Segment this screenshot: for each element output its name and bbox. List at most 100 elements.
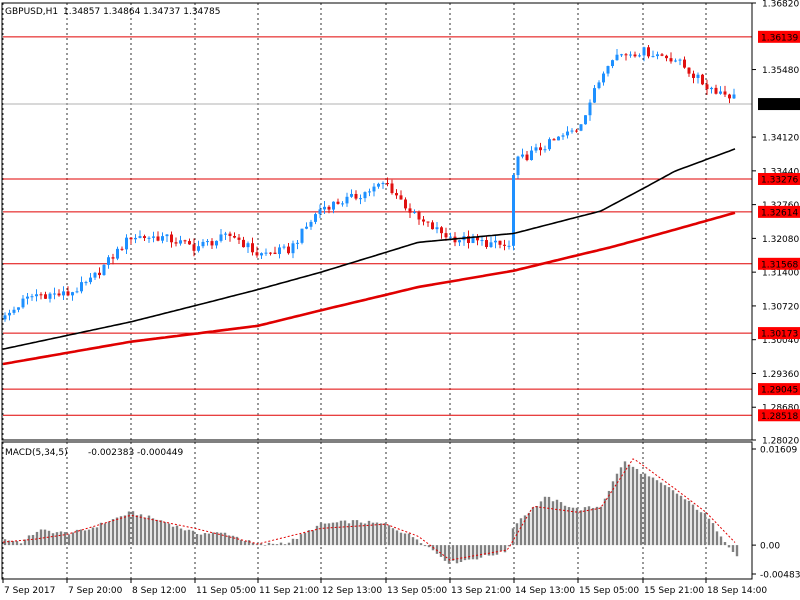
candle-bear[interactable] [683,59,686,68]
candle-bull[interactable] [368,191,371,193]
candle-bear[interactable] [354,193,358,199]
candle-bull[interactable] [116,248,119,259]
candle-bull[interactable] [602,73,605,83]
candle-bull[interactable] [323,206,326,210]
candle-bull[interactable] [629,54,632,56]
candle-bear[interactable] [269,252,272,254]
candle-bear[interactable] [255,252,259,256]
candle-bull[interactable] [246,243,250,248]
candle-bull[interactable] [35,294,38,297]
candle-bull[interactable] [75,291,79,293]
candle-bull[interactable] [579,124,583,131]
candle-bear[interactable] [143,236,146,238]
candle-bull[interactable] [21,298,25,308]
candle-bear[interactable] [399,195,403,200]
candle-bear[interactable] [723,91,727,95]
candle-bull[interactable] [593,88,596,103]
candle-bear[interactable] [426,221,430,223]
candle-bull[interactable] [656,54,659,57]
candle-bear[interactable] [503,244,506,246]
candle-bear[interactable] [431,222,434,230]
candle-bear[interactable] [251,243,254,253]
macd-plot[interactable] [2,458,739,564]
candle-bear[interactable] [188,241,191,245]
candle-bull[interactable] [53,293,56,295]
candle-bull[interactable] [12,309,16,313]
candle-bull[interactable] [89,277,92,283]
candle-bear[interactable] [714,87,718,94]
candle-bull[interactable] [201,241,205,247]
candle-bull[interactable] [134,237,137,240]
candle-bear[interactable] [228,233,232,236]
candle-bull[interactable] [413,212,416,214]
candle-bull[interactable] [471,237,475,244]
candle-bull[interactable] [584,115,587,125]
candle-bull[interactable] [197,246,200,251]
candle-bear[interactable] [327,206,331,210]
candle-bull[interactable] [674,60,677,62]
candle-bull[interactable] [26,296,29,299]
candle-bull[interactable] [534,147,538,151]
candle-bear[interactable] [390,183,394,194]
candle-bull[interactable] [638,55,641,57]
candle-bull[interactable] [642,47,646,56]
candle-bull[interactable] [512,175,515,246]
candle-bear[interactable] [687,67,691,74]
candle-bull[interactable] [530,150,533,161]
candle-bull[interactable] [30,296,34,298]
candle-bear[interactable] [552,139,556,141]
candle-bull[interactable] [516,156,520,176]
candle-bull[interactable] [548,139,551,150]
candle-bear[interactable] [287,246,290,254]
candle-bull[interactable] [345,196,349,204]
candle-bear[interactable] [404,199,407,209]
candle-bull[interactable] [138,236,142,238]
candle-bull[interactable] [359,198,362,200]
candle-bull[interactable] [435,227,439,230]
candle-bull[interactable] [507,245,511,247]
candle-bull[interactable] [615,54,619,61]
candle-bull[interactable] [480,240,484,242]
candle-bull[interactable] [314,214,317,222]
candle-bull[interactable] [363,192,367,199]
candle-bull[interactable] [341,203,344,205]
candle-bull[interactable] [458,240,461,243]
candle-bear[interactable] [192,244,196,251]
candle-bull[interactable] [291,243,295,254]
candle-bull[interactable] [215,240,218,246]
candle-bull[interactable] [278,247,281,255]
candle-bull[interactable] [125,237,128,250]
candle-bear[interactable] [498,240,502,245]
candle-bear[interactable] [233,235,236,238]
candle-bear[interactable] [417,212,421,220]
candle-bull[interactable] [48,293,52,299]
candle-bear[interactable] [129,237,133,240]
candle-bull[interactable] [350,193,353,197]
candle-bull[interactable] [372,186,376,192]
candle-bull[interactable] [377,183,380,187]
candle-bull[interactable] [17,307,20,310]
candle-bull[interactable] [3,315,7,320]
candle-bull[interactable] [611,60,614,67]
candle-bear[interactable] [156,236,160,241]
candle-bear[interactable] [44,294,47,299]
candle-bear[interactable] [467,236,470,244]
candle-bull[interactable] [521,154,524,157]
candle-bull[interactable] [219,234,223,241]
candle-bull[interactable] [300,228,304,243]
candle-bull[interactable] [179,240,182,244]
candle-bear[interactable] [210,241,214,246]
price-plot[interactable] [2,36,752,416]
candle-bull[interactable] [206,241,209,243]
candle-bull[interactable] [84,282,88,284]
candle-bull[interactable] [696,74,700,78]
candle-bear[interactable] [237,237,241,240]
candle-bear[interactable] [386,183,389,185]
candle-bear[interactable] [476,237,479,241]
candle-bull[interactable] [570,130,574,132]
candle-bear[interactable] [728,94,731,99]
candle-bull[interactable] [152,236,155,238]
candle-bull[interactable] [494,240,497,243]
candle-bull[interactable] [62,291,65,296]
